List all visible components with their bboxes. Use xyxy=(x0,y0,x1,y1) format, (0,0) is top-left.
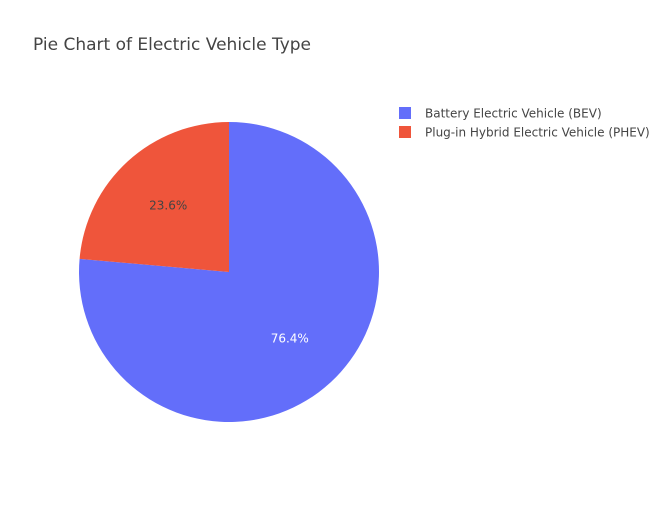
legend-swatch-1[interactable] xyxy=(399,126,411,138)
slice-label-0: 76.4% xyxy=(271,331,309,345)
legend-swatch-0[interactable] xyxy=(399,107,411,119)
pie-slice-0[interactable] xyxy=(78,122,380,422)
slice-label-1: 23.6% xyxy=(149,199,187,213)
pie-slices xyxy=(78,122,380,422)
legend-label-0[interactable]: Battery Electric Vehicle (BEV) xyxy=(425,107,602,121)
pie-slice-1[interactable] xyxy=(79,122,229,272)
chart-title: Pie Chart of Electric Vehicle Type xyxy=(33,35,311,55)
legend: Battery Electric Vehicle (BEV) Plug-in Hy… xyxy=(399,107,650,140)
legend-label-1[interactable]: Plug-in Hybrid Electric Vehicle (PHEV) xyxy=(425,126,650,140)
slice-labels: 76.4% 23.6% xyxy=(149,199,309,346)
